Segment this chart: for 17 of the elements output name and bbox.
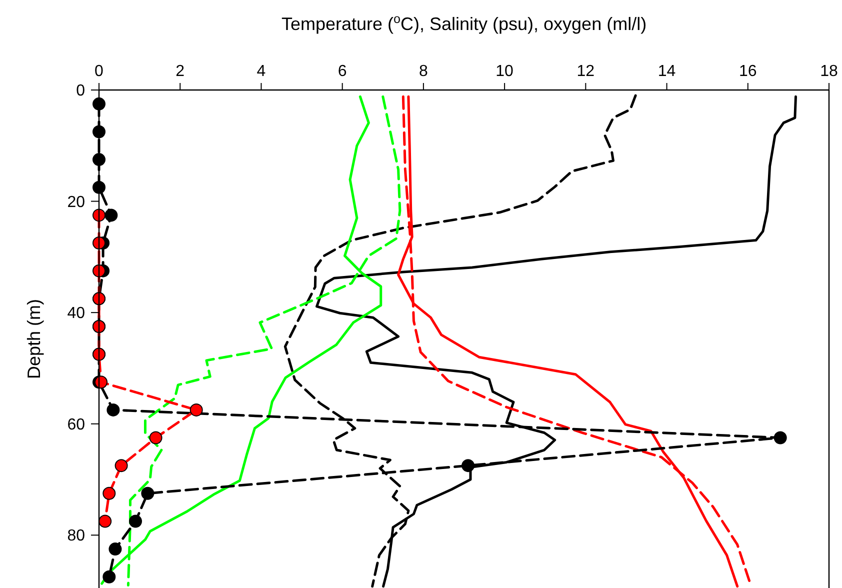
x-tick-label: 14 [658, 63, 676, 80]
x-tick-label: 12 [576, 63, 595, 80]
y-tick-label: 80 [67, 528, 86, 545]
x-tick-label: 16 [738, 63, 757, 80]
y-tick-label: 60 [67, 416, 86, 434]
x-tick-label: 8 [418, 63, 428, 80]
x-axis-title: Temperature ($^{o}$C), Salinity (psu), oxygen (ml/l) [281, 12, 647, 34]
y-tick-label: 0 [76, 82, 86, 100]
y-tick-label: 40 [67, 305, 86, 322]
y-tick-label: 20 [67, 194, 86, 211]
y-axis-title: Depth (m) [24, 298, 44, 380]
x-tick-label: 18 [820, 63, 838, 80]
x-tick-label: 0 [94, 63, 104, 80]
x-tick-label: 6 [338, 63, 347, 80]
x-tick-label: 2 [176, 63, 185, 80]
x-tick-label: 10 [496, 63, 514, 80]
x-tick-label: 4 [256, 63, 266, 80]
